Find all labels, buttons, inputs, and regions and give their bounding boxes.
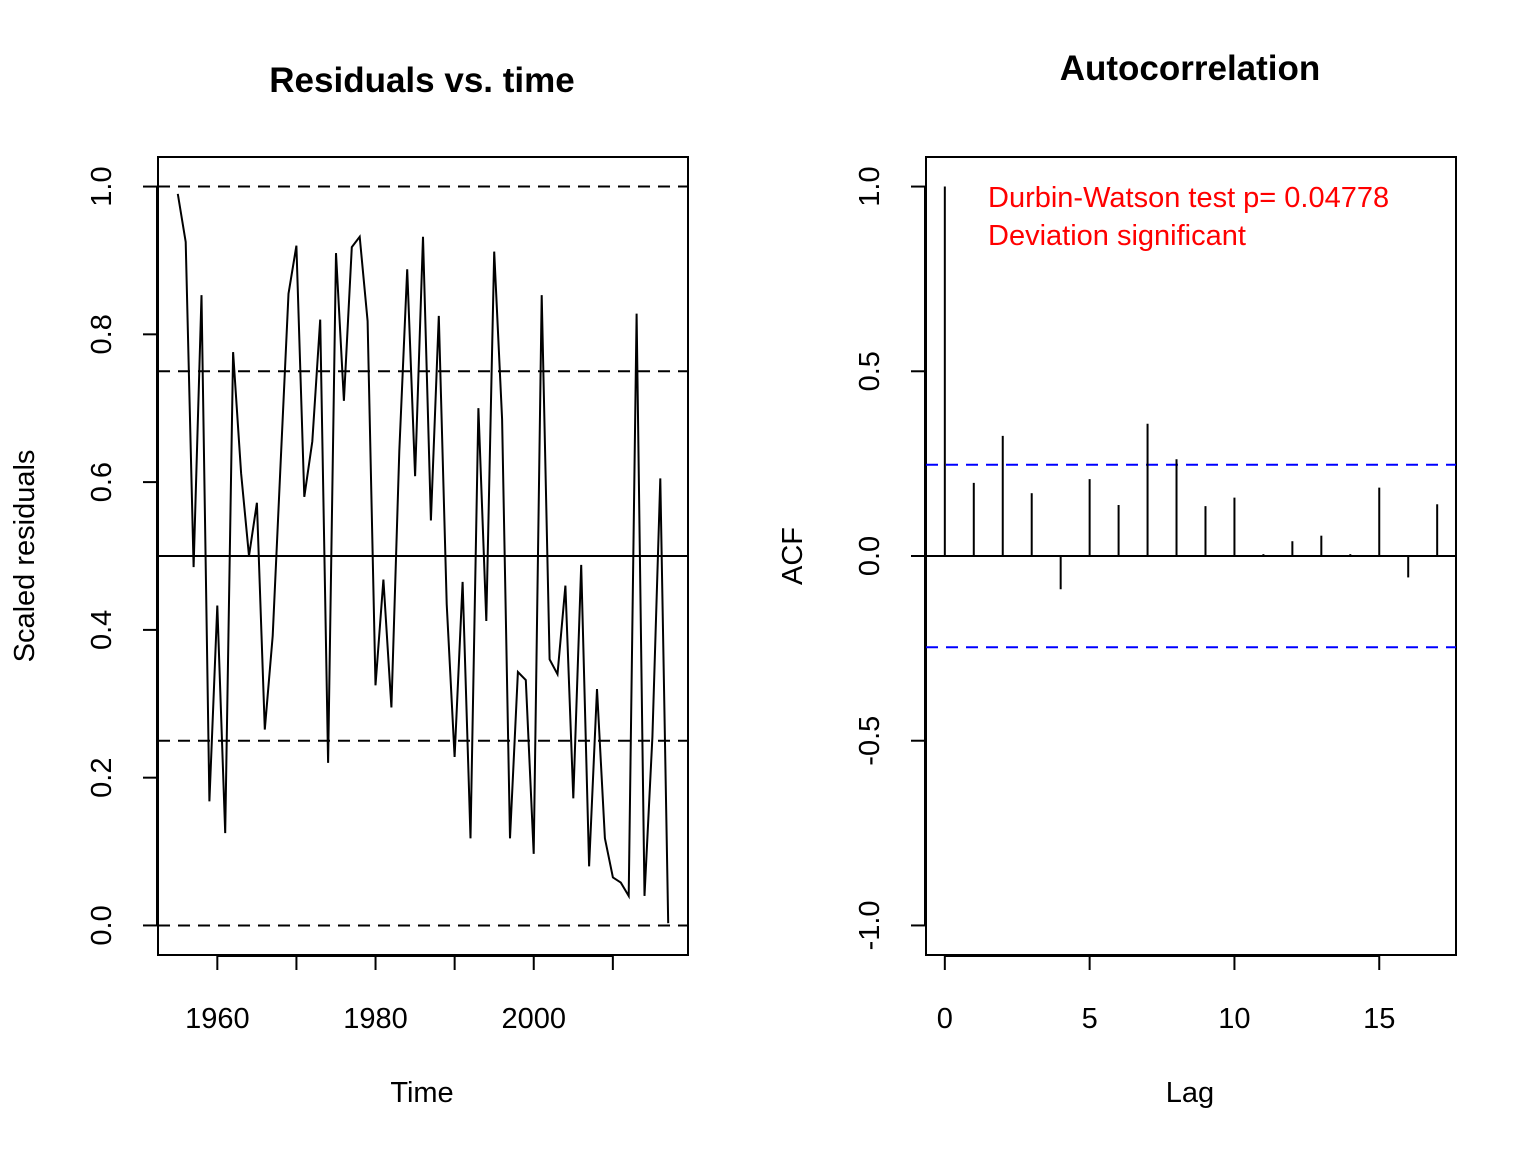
residuals-title: Residuals vs. time — [269, 61, 574, 100]
durbin-watson-annotation: Durbin-Watson test p= 0.04778 — [988, 182, 1389, 214]
residuals-x-label: Time — [390, 1077, 453, 1109]
acf-y-tick-label: -1.0 — [854, 900, 886, 950]
acf-y-tick-label: 0.5 — [854, 351, 886, 391]
acf-x-label: Lag — [1166, 1077, 1214, 1109]
acf-panel: Autocorrelation 0 5 10 15 -1.0 -0.5 0.0 0.5 1.0… — [777, 49, 1457, 1109]
residuals-x-axis: 1960 1980 2000 — [185, 955, 614, 1035]
residuals-reference-lines — [158, 185, 688, 927]
residuals-y-tick-label: 0.4 — [86, 610, 118, 650]
acf-y-axis: -1.0 -0.5 0.0 0.5 1.0 — [854, 166, 926, 950]
acf-confidence-band — [926, 463, 1456, 649]
acf-y-tick-label: 1.0 — [854, 166, 886, 206]
residuals-x-tick-label: 1960 — [185, 1003, 250, 1035]
residuals-panel: Residuals vs. time 1960 1980 2000 0.00.20.… — [9, 61, 689, 1109]
acf-y-label: ACF — [777, 527, 809, 585]
residuals-y-axis: 0.0 0.2 0.4 0.6 0.8 1.0 — [86, 166, 158, 946]
acf-x-tick-label: 10 — [1218, 1003, 1250, 1035]
residuals-y-tick-label: 0.0 — [86, 905, 118, 945]
acf-x-tick-label: 0 — [937, 1003, 953, 1035]
acf-bars — [926, 186, 1456, 590]
residuals-y-tick-label: 0.2 — [86, 758, 118, 798]
residuals-y-tick-label: 0.8 — [86, 314, 118, 354]
acf-x-tick-label: 5 — [1082, 1003, 1098, 1035]
residuals-y-label: Scaled residuals — [9, 450, 41, 663]
acf-x-tick-label: 15 — [1363, 1003, 1395, 1035]
residuals-x-tick-label: 1980 — [343, 1003, 408, 1035]
acf-title: Autocorrelation — [1060, 49, 1321, 88]
residuals-x-tick-label: 2000 — [501, 1003, 566, 1035]
residuals-series-line — [176, 193, 670, 924]
acf-y-tick-label: -0.5 — [854, 716, 886, 766]
deviation-annotation: Deviation significant — [988, 220, 1246, 252]
acf-x-axis: 0 5 10 15 — [937, 955, 1395, 1035]
residuals-y-tick-label: 1.0 — [86, 166, 118, 206]
residuals-y-tick-label: 0.6 — [86, 462, 118, 502]
acf-y-tick-label: 0.0 — [854, 536, 886, 576]
